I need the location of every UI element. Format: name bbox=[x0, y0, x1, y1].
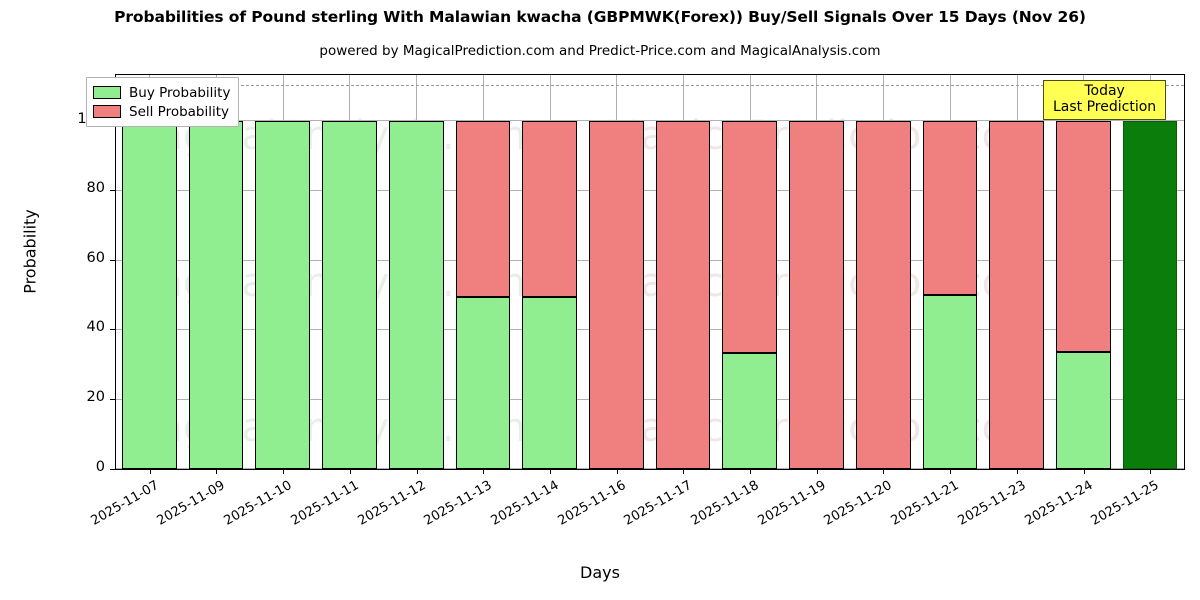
gridline-horizontal bbox=[116, 189, 1184, 191]
x-axis-tick bbox=[349, 468, 351, 474]
bar-group[interactable] bbox=[922, 76, 978, 469]
y-axis-tick bbox=[110, 399, 115, 401]
x-axis-label: Days bbox=[580, 563, 620, 582]
x-axis-tick bbox=[816, 468, 818, 474]
legend-label-sell: Sell Probability bbox=[129, 103, 230, 120]
bar-group[interactable] bbox=[588, 76, 644, 469]
x-axis-tick bbox=[1150, 468, 1152, 474]
y-axis-tick bbox=[110, 259, 115, 261]
bar-group[interactable] bbox=[789, 76, 844, 469]
bar-segment-buy[interactable] bbox=[922, 294, 978, 469]
bar-group[interactable] bbox=[722, 76, 778, 469]
gridline-horizontal bbox=[116, 259, 1184, 261]
gridline-horizontal bbox=[116, 120, 1184, 122]
y-axis-tick bbox=[110, 190, 115, 192]
bar-segment-buy[interactable] bbox=[522, 296, 577, 469]
bar-segment-sell[interactable] bbox=[789, 120, 844, 469]
x-axis-tick bbox=[283, 468, 285, 474]
x-axis-tick bbox=[883, 468, 885, 474]
bar-group[interactable] bbox=[1055, 76, 1111, 469]
bar-segment-sell[interactable] bbox=[989, 120, 1044, 469]
legend-label-buy: Buy Probability bbox=[129, 84, 231, 101]
legend-item-buy: Buy Probability bbox=[93, 83, 230, 102]
gridline-horizontal bbox=[116, 468, 1184, 469]
y-axis-tick bbox=[110, 329, 115, 331]
bar-segment-buy[interactable] bbox=[188, 120, 244, 469]
chart-subtitle: powered by MagicalPrediction.com and Pre… bbox=[319, 43, 881, 59]
x-axis-tick bbox=[1016, 468, 1018, 474]
bar-segment-buy[interactable] bbox=[122, 120, 177, 469]
x-axis-tick bbox=[149, 468, 151, 474]
bar-segment-sell[interactable] bbox=[655, 120, 711, 469]
y-axis-tick-label: 20 bbox=[86, 389, 105, 406]
bar-group[interactable] bbox=[522, 76, 577, 469]
bar-group[interactable] bbox=[188, 76, 244, 469]
bar-group[interactable] bbox=[455, 76, 511, 469]
x-axis-tick bbox=[216, 468, 218, 474]
bar-group[interactable] bbox=[855, 76, 911, 469]
x-axis-tick bbox=[950, 468, 952, 474]
bar-segment-buy[interactable] bbox=[722, 352, 778, 469]
y-axis-tick-label: 0 bbox=[95, 458, 105, 475]
bar-group[interactable] bbox=[122, 76, 177, 469]
bar-group[interactable] bbox=[388, 76, 444, 469]
legend-item-sell: Sell Probability bbox=[93, 102, 230, 121]
bar-group[interactable] bbox=[1122, 76, 1178, 469]
x-axis-tick bbox=[616, 468, 618, 474]
chart-legend: Buy Probability Sell Probability bbox=[86, 77, 240, 127]
x-axis-tick bbox=[1083, 468, 1085, 474]
plot-area: MagicalAnalysis.comMagicaPrediction.comM… bbox=[115, 74, 1185, 470]
bar-segment-sell[interactable] bbox=[588, 120, 644, 469]
reference-dashed-line bbox=[116, 85, 1184, 87]
y-axis-tick bbox=[110, 468, 115, 470]
y-axis-tick-label: 40 bbox=[86, 319, 105, 336]
bar-segment-sell[interactable] bbox=[855, 120, 911, 469]
today-annotation: Today Last Prediction bbox=[1043, 80, 1167, 121]
x-axis-tick bbox=[416, 468, 418, 474]
bar-group[interactable] bbox=[655, 76, 711, 469]
x-axis-tick bbox=[549, 468, 551, 474]
bar-segment-sell[interactable] bbox=[455, 120, 511, 297]
today-annotation-line2: Last Prediction bbox=[1053, 98, 1157, 115]
bar-segment-buy[interactable] bbox=[255, 120, 311, 469]
bar-group[interactable] bbox=[989, 76, 1044, 469]
bar-segment-sell[interactable] bbox=[522, 120, 577, 297]
bar-segment-buy[interactable] bbox=[1055, 351, 1111, 469]
legend-swatch-sell bbox=[93, 105, 121, 118]
page-title: Probabilities of Pound sterling With Mal… bbox=[114, 8, 1086, 26]
bar-group[interactable] bbox=[322, 76, 377, 469]
bar-segment-sell[interactable] bbox=[922, 120, 978, 295]
bar-segment-buy[interactable] bbox=[322, 120, 377, 469]
bar-segment-buy[interactable] bbox=[388, 120, 444, 469]
today-annotation-line1: Today bbox=[1084, 83, 1125, 99]
bar-segment-sell[interactable] bbox=[1055, 120, 1111, 352]
y-axis-tick-label: 60 bbox=[86, 249, 105, 266]
x-axis-tick bbox=[483, 468, 485, 474]
gridline-horizontal bbox=[116, 329, 1184, 331]
x-axis-tick bbox=[750, 468, 752, 474]
bar-segment-today[interactable] bbox=[1122, 120, 1178, 469]
legend-swatch-buy bbox=[93, 86, 121, 99]
y-axis-tick-label: 80 bbox=[86, 180, 105, 197]
bar-segment-buy[interactable] bbox=[455, 296, 511, 469]
bar-segment-sell[interactable] bbox=[722, 120, 778, 353]
bar-group[interactable] bbox=[255, 76, 311, 469]
gridline-horizontal bbox=[116, 398, 1184, 400]
x-axis-tick bbox=[683, 468, 685, 474]
